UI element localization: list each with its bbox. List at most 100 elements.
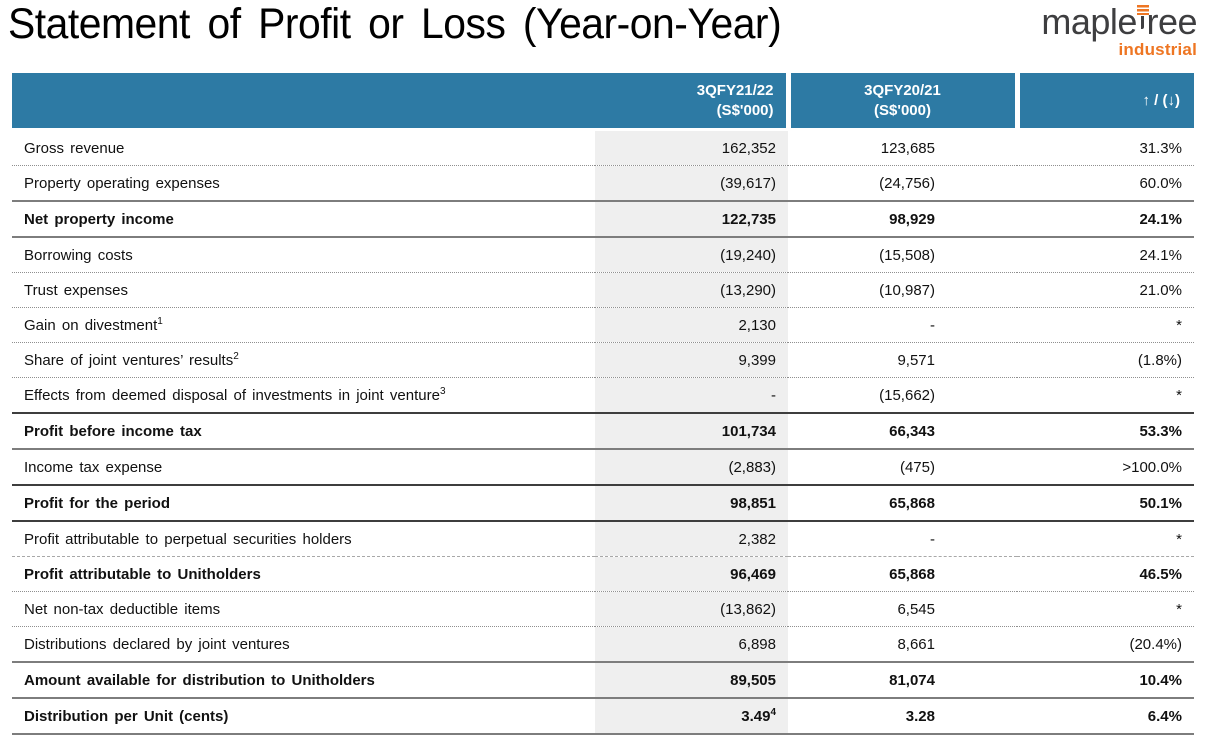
value-prior-quarter: 65,868 [788,556,1017,592]
value-current-quarter: (2,883) [595,449,788,486]
value-prior-quarter: 3.28 [788,698,1017,735]
page-title: Statement of Profit or Loss (Year-on-Yea… [8,0,782,48]
row-label: Gross revenue [12,129,595,166]
row-label: Profit attributable to Unitholders [12,556,595,592]
value-change-percent: 46.5% [1017,556,1194,592]
column-header-prior-line1: 3QFY20/21 [864,82,941,99]
value-current-quarter: 2,382 [595,521,788,557]
value-prior-quarter: 98,929 [788,201,1017,238]
column-header-current-line1: 3QFY21/22 [696,82,774,99]
value-change-percent: * [1017,591,1194,627]
table-row: Borrowing costs (19,240) (15,508) 24.1% [12,237,1194,273]
value-current-quarter: 162,352 [595,129,788,166]
value-prior-quarter: (24,756) [788,165,1017,202]
table-row: Share of joint ventures’ results2 9,399 9,… [12,342,1194,378]
value-current-quarter: 96,469 [595,556,788,592]
value-prior-quarter: 8,661 [788,626,1017,663]
value-prior-quarter: - [788,307,1017,343]
table-row: Gross revenue 162,352 123,685 31.3% [12,129,1194,166]
logo-text-maple: maple [1041,1,1137,42]
value-current-quarter: (19,240) [595,237,788,273]
table-row: Income tax expense (2,883) (475) >100.0% [12,449,1194,486]
value-prior-quarter: 65,868 [788,485,1017,522]
value-change-percent: * [1017,521,1194,557]
table-row: Amount available for distribution to Uni… [12,662,1194,699]
table-row: Distribution per Unit (cents) 3.494 3.28 6.… [12,698,1194,735]
table-row: Distributions declared by joint ventures… [12,626,1194,663]
row-label: Profit for the period [12,485,595,522]
table-row: Net property income 122,735 98,929 24.1% [12,201,1194,238]
row-label: Net property income [12,201,595,238]
column-header-change: ↑ / (↓) [1014,73,1194,131]
table-row: Effects from deemed disposal of investme… [12,377,1194,414]
row-label: Trust expenses [12,272,595,308]
table-header-row: 3QFY21/22 (S$'000) 3QFY20/21 (S$'000) ↑ … [12,73,1194,131]
value-change-percent: (20.4%) [1017,626,1194,663]
value-prior-quarter: 6,545 [788,591,1017,627]
row-label: Share of joint ventures’ results2 [12,342,595,378]
value-current-quarter: (39,617) [595,165,788,202]
table-row: Profit before income tax 101,734 66,343 53.… [12,413,1194,450]
row-label: Property operating expenses [12,165,595,202]
value-current-quarter: 2,130 [595,307,788,343]
row-label: Distribution per Unit (cents) [12,698,595,735]
row-label: Gain on divestment1 [12,307,595,343]
row-label: Profit before income tax [12,413,595,450]
value-current-quarter: 98,851 [595,485,788,522]
table-row: Profit attributable to perpetual securit… [12,521,1194,557]
value-current-quarter: 101,734 [595,413,788,450]
logo-text-ree: ree [1146,1,1197,42]
value-change-percent: 50.1% [1017,485,1194,522]
profit-loss-table: 3QFY21/22 (S$'000) 3QFY20/21 (S$'000) ↑ … [12,73,1194,735]
table-row: Profit for the period 98,851 65,868 50.1% [12,485,1194,522]
value-current-quarter: 122,735 [595,201,788,238]
column-header-current-line2: (S$'000) [716,101,774,119]
row-label: Borrowing costs [12,237,595,273]
value-current-quarter: 3.494 [595,698,788,735]
value-change-percent: 31.3% [1017,129,1194,166]
value-change-percent: * [1017,307,1194,343]
table-row: Trust expenses (13,290) (10,987) 21.0% [12,272,1194,308]
column-header-prior-line2: (S$'000) [874,101,931,119]
mapletree-logo: mapletree industrial [1041,4,1197,59]
row-label: Distributions declared by joint ventures [12,626,595,663]
row-label: Net non-tax deductible items [12,591,595,627]
row-label: Amount available for distribution to Uni… [12,662,595,699]
table-row: Property operating expenses (39,617) (24,7… [12,165,1194,202]
value-prior-quarter: (15,508) [788,237,1017,273]
value-change-percent: 24.1% [1017,237,1194,273]
row-label: Profit attributable to perpetual securit… [12,521,595,557]
value-change-percent: * [1017,377,1194,414]
value-prior-quarter: 66,343 [788,413,1017,450]
value-prior-quarter: (15,662) [788,377,1017,414]
value-prior-quarter: - [788,521,1017,557]
table-row: Gain on divestment1 2,130- * [12,307,1194,343]
table-row: Net non-tax deductible items (13,862) 6,54… [12,591,1194,627]
value-change-percent: >100.0% [1017,449,1194,486]
value-change-percent: 21.0% [1017,272,1194,308]
column-header-prior-quarter: 3QFY20/21 (S$'000) [785,73,1017,131]
logo-division-label: industrial [1118,40,1197,59]
value-current-quarter: 6,898 [595,626,788,663]
value-change-percent: 60.0% [1017,165,1194,202]
value-prior-quarter: 81,074 [788,662,1017,699]
mapletree-wordmark: mapletree [1041,4,1197,40]
value-prior-quarter: 123,685 [788,129,1017,166]
value-change-percent: 53.3% [1017,413,1194,450]
table-row: Profit attributable to Unitholders 96,469… [12,556,1194,592]
value-change-percent: 6.4% [1017,698,1194,735]
value-current-quarter: (13,862) [595,591,788,627]
value-change-percent: (1.8%) [1017,342,1194,378]
value-prior-quarter: 9,571 [788,342,1017,378]
column-header-current-quarter: 3QFY21/22 (S$'000) [12,73,788,131]
value-prior-quarter: (475) [788,449,1017,486]
value-current-quarter: 9,399 [595,342,788,378]
value-current-quarter: - [595,377,788,414]
value-change-percent: 10.4% [1017,662,1194,699]
logo-tree-icon: t [1137,1,1147,42]
row-label: Income tax expense [12,449,595,486]
value-current-quarter: 89,505 [595,662,788,699]
value-change-percent: 24.1% [1017,201,1194,238]
value-current-quarter: (13,290) [595,272,788,308]
value-prior-quarter: (10,987) [788,272,1017,308]
